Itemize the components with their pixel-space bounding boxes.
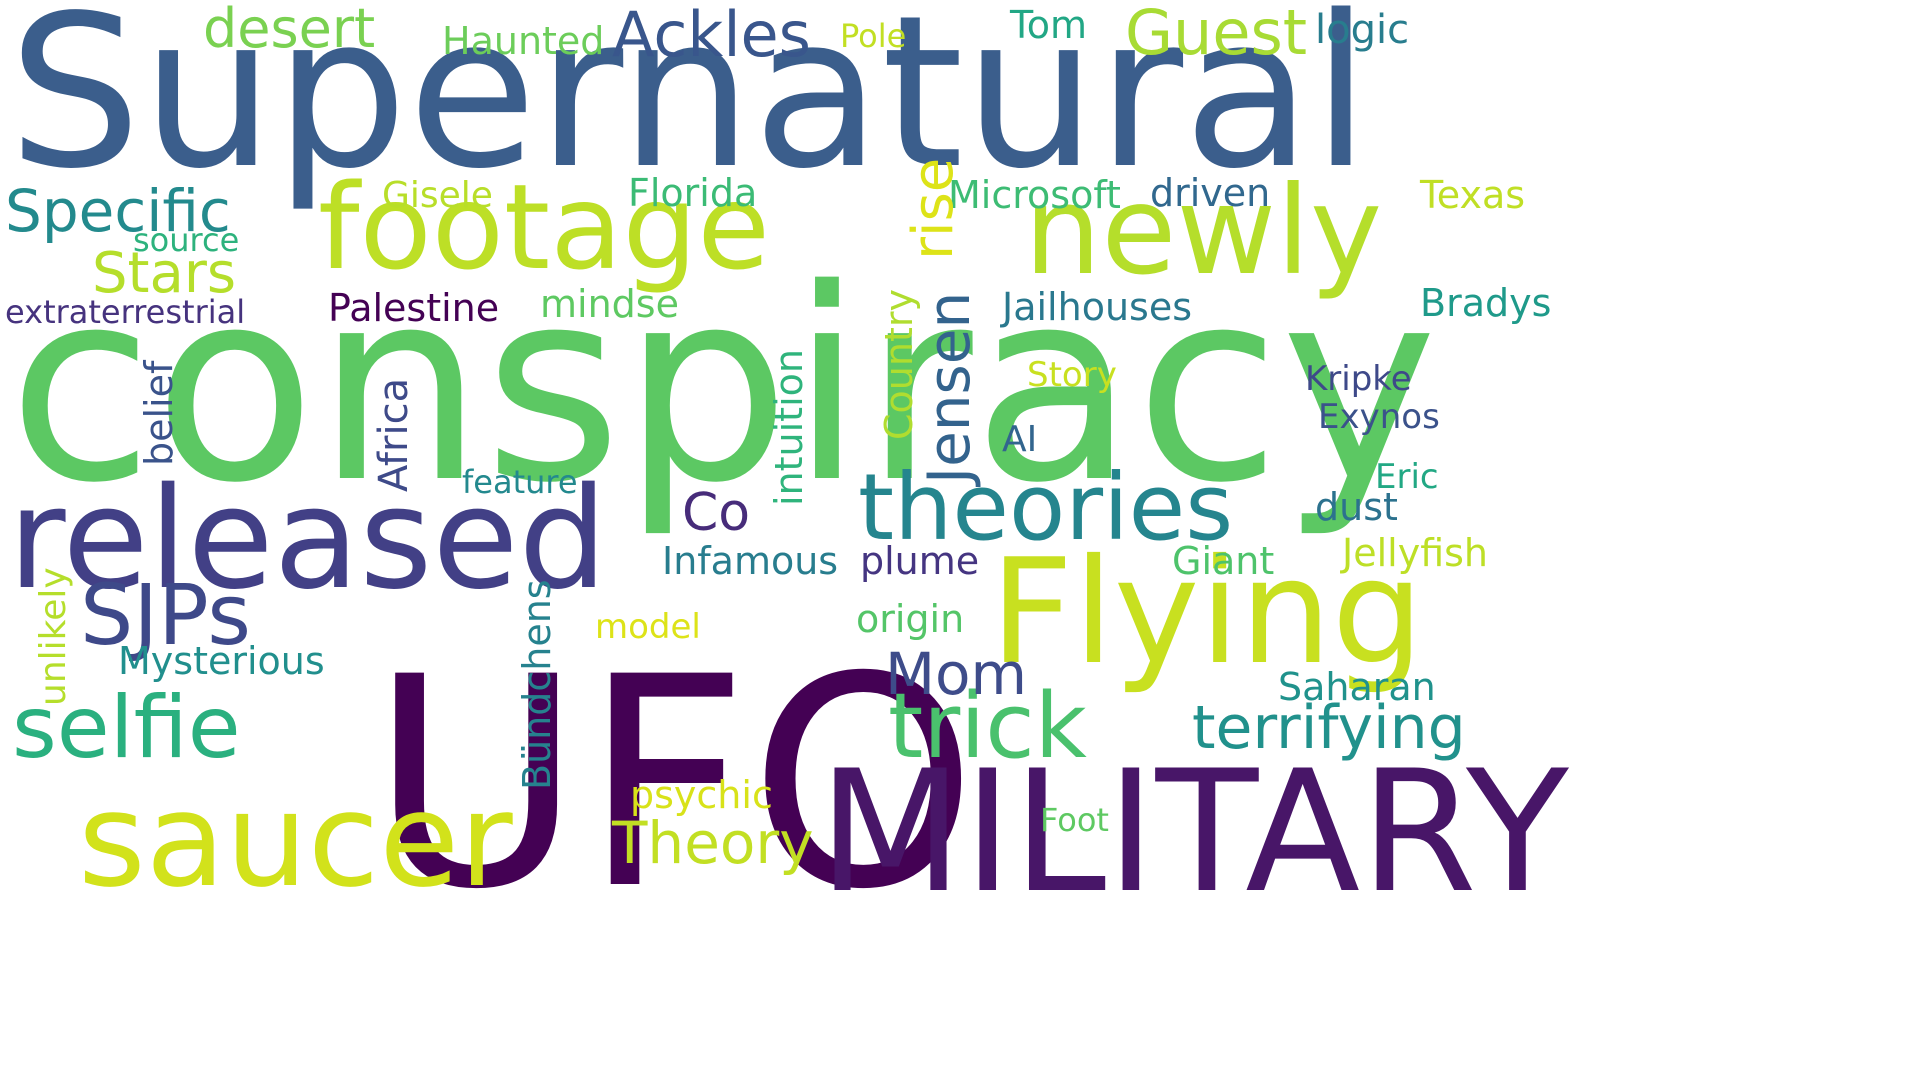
word-guest: Guest (1125, 0, 1308, 69)
word-belief: belief (137, 360, 181, 466)
word-theories: theories (858, 454, 1234, 561)
word-gisele: Gisele (382, 175, 493, 216)
word-source: source (133, 221, 240, 259)
word-psychic: psychic (630, 773, 773, 817)
word-pole: Pole (840, 17, 907, 55)
word-haunted: Haunted (442, 19, 605, 63)
word-ufo: UFO (370, 616, 978, 953)
word-origin: origin (856, 597, 965, 641)
word-feature: feature (462, 463, 578, 501)
word-unlikely: unlikely (33, 567, 74, 706)
word-foot: Foot (1040, 801, 1109, 839)
word-palestine: Palestine (328, 286, 500, 330)
word-florida: Florida (628, 171, 758, 215)
word-sjps: SJPs (80, 566, 252, 664)
word-rise: rise (901, 157, 966, 260)
word-story: Story (1027, 355, 1117, 395)
word-texas: Texas (1420, 173, 1526, 217)
word-intuition: intuition (767, 349, 811, 506)
word-saucer: saucer (78, 764, 513, 916)
word-mindse: mindse (540, 282, 679, 326)
word-eric: Eric (1375, 457, 1439, 497)
word-driven: driven (1150, 171, 1271, 215)
word-specific: Specific (5, 177, 231, 245)
word-mom: Mom (885, 640, 1028, 708)
word-infamous: Infamous (662, 539, 839, 583)
word-model: model (595, 607, 701, 647)
word-theory: Theory (612, 809, 814, 877)
word-selfie: selfie (12, 678, 241, 778)
word-africa: Africa (371, 377, 417, 492)
word-jensen: Jensen (915, 291, 983, 484)
word-bundchens: Bündchens (515, 579, 559, 790)
word-co: Co (682, 483, 751, 543)
word-plume: plume (860, 539, 980, 583)
word-bradys: Bradys (1420, 281, 1552, 325)
word-ai: AI (1002, 419, 1038, 460)
word-footage: footage (318, 158, 771, 296)
word-mysterious: Mysterious (118, 639, 325, 683)
word-extraterrestrial: extraterrestrial (5, 293, 246, 331)
word-released: released (8, 458, 608, 621)
word-exynos: Exynos (1318, 397, 1440, 437)
word-jailhouses: Jailhouses (1002, 285, 1192, 329)
word-flying: Flying (990, 528, 1424, 697)
word-newly: newly (1024, 160, 1383, 302)
word-military: MILITARY (818, 734, 1569, 930)
word-jellyfish: Jellyfish (1342, 531, 1489, 575)
word-conspiracy: conspiracy (8, 233, 1438, 541)
word-country: Country (877, 289, 921, 440)
word-terrifying: terrifying (1192, 693, 1466, 763)
word-dust: dust (1315, 485, 1398, 529)
word-ackles: Ackles (612, 0, 811, 71)
word-trick: trick (888, 674, 1087, 779)
word-giant: Giant (1172, 539, 1275, 583)
word-saharan: Saharan (1278, 665, 1436, 709)
word-supernatural: Supernatural (8, 0, 1371, 215)
word-tom: Tom (1010, 3, 1088, 47)
word-logic: logic (1315, 7, 1410, 53)
word-stars: Stars (92, 241, 237, 306)
word-desert: desert (203, 0, 376, 60)
word-kripke: Kripke (1305, 359, 1412, 399)
word-microsoft: Microsoft (948, 173, 1121, 217)
